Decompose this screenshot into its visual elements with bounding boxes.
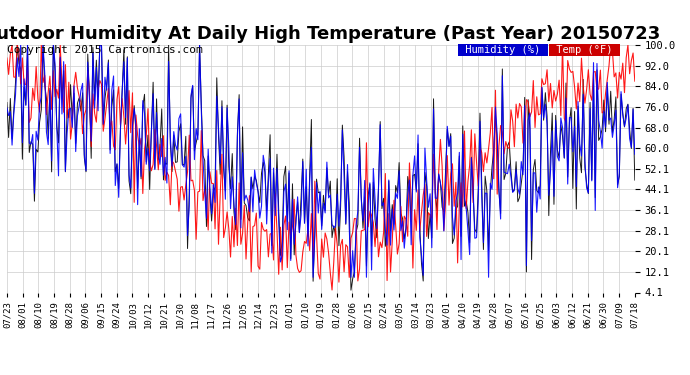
Text: Temp (°F): Temp (°F)	[550, 45, 619, 55]
Title: Outdoor Humidity At Daily High Temperature (Past Year) 20150723: Outdoor Humidity At Daily High Temperatu…	[0, 26, 660, 44]
Text: Humidity (%): Humidity (%)	[459, 45, 546, 55]
Text: Copyright 2015 Cartronics.com: Copyright 2015 Cartronics.com	[7, 45, 203, 55]
